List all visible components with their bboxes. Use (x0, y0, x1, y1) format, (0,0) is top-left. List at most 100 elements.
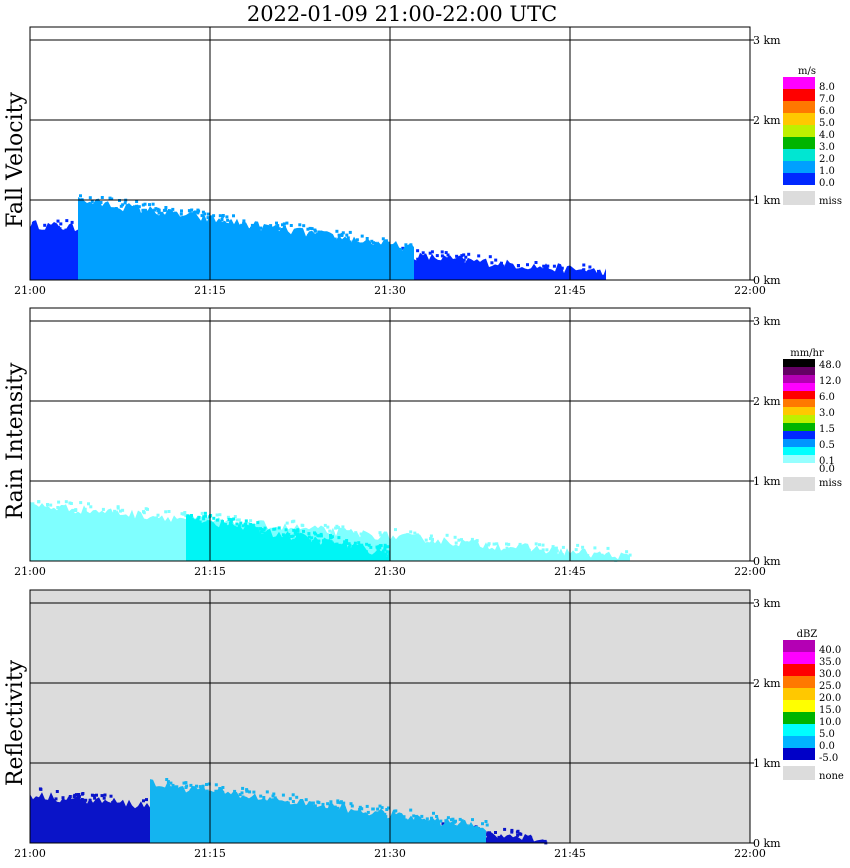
fall-velocity-echo-speckle (390, 246, 394, 250)
rain-intensity-echo-speckle (527, 548, 531, 552)
fall-velocity-echo-speckle (328, 238, 332, 242)
fall-velocity-echo-speckle (328, 235, 332, 239)
rain-intensity-x-tick-label: 21:15 (194, 565, 226, 578)
rain-intensity-echo-speckle (409, 530, 413, 534)
rain-intensity-echo-speckle (300, 523, 304, 527)
fall-velocity-colorbar-label: 2.0 (819, 154, 835, 165)
rain-intensity-echo-speckle (57, 500, 61, 504)
reflectivity-echo-speckle (71, 798, 75, 802)
rain-intensity-echo-speckle (101, 507, 105, 511)
rain-intensity-x-tick-label: 21:45 (554, 565, 586, 578)
rain-intensity-echo-speckle (359, 532, 363, 536)
reflectivity-echo-speckle (39, 787, 43, 791)
fall-velocity-echo-speckle (590, 270, 594, 274)
fall-velocity-echo-speckle (355, 238, 359, 242)
reflectivity-echo-speckle (380, 816, 384, 819)
fall-velocity-echo-speckle (207, 212, 210, 216)
fall-velocity-echo-speckle (280, 228, 284, 231)
reflectivity-echo-speckle (37, 798, 41, 802)
reflectivity-echo-speckle (465, 824, 469, 828)
fall-velocity-echo-speckle (542, 264, 546, 268)
reflectivity-echo-speckle (260, 800, 264, 804)
rain-intensity-echo-speckle (221, 520, 224, 524)
rain-intensity-echo-speckle (541, 548, 545, 552)
rain-intensity-echo-speckle (487, 542, 491, 546)
reflectivity-echo-speckle (510, 830, 514, 834)
fall-velocity-colorbar-swatch (783, 125, 815, 137)
reflectivity-echo-speckle (378, 804, 382, 808)
fall-velocity-echo-speckle (194, 210, 197, 214)
reflectivity-echo-speckle (422, 818, 426, 822)
reflectivity-echo-speckle (458, 817, 462, 821)
fall-velocity-echo-speckle (467, 252, 471, 256)
rain-intensity-echo-speckle (447, 543, 451, 547)
reflectivity-echo-speckle (444, 819, 448, 823)
reflectivity-echo-speckle (291, 800, 295, 803)
reflectivity-echo-speckle (259, 794, 263, 798)
fall-velocity-echo-speckle (281, 223, 284, 227)
rain-intensity-colorbar-swatch (783, 415, 815, 423)
fall-velocity-panel-label: Fall Velocity (3, 92, 28, 228)
rain-intensity-echo-speckle (424, 538, 428, 542)
rain-intensity-echo-speckle (406, 534, 410, 538)
fall-velocity-echo-speckle (588, 270, 592, 274)
fall-velocity-echo-speckle (460, 254, 464, 258)
reflectivity-echo-speckle (329, 804, 333, 808)
reflectivity-echo-speckle (207, 782, 211, 786)
fall-velocity-echo-speckle (335, 229, 339, 233)
fall-velocity-echo-speckle (446, 253, 450, 257)
rain-intensity-echo-speckle (319, 534, 323, 538)
fall-velocity-echo-speckle (404, 243, 408, 247)
fall-velocity-echo-speckle (306, 227, 310, 231)
reflectivity-echo-speckle (497, 835, 501, 839)
fall-velocity-echo-speckle (238, 224, 242, 228)
rain-intensity-echo-speckle (89, 505, 93, 509)
reflectivity-echo-speckle (248, 790, 252, 794)
fall-velocity-echo-speckle (340, 232, 344, 236)
rain-intensity-echo-speckle (534, 542, 538, 546)
rain-intensity-echo-speckle (381, 549, 385, 553)
fall-velocity-echo-speckle (430, 260, 434, 264)
fall-velocity-echo-speckle (58, 227, 62, 231)
reflectivity-colorbar-swatch (783, 766, 815, 780)
rain-intensity-echo-speckle (620, 557, 624, 561)
rain-intensity-echo-speckle (316, 534, 320, 538)
rain-intensity-echo-speckle (263, 531, 267, 535)
rain-intensity-echo-speckle (576, 543, 580, 547)
rain-intensity-echo-speckle (324, 542, 328, 545)
reflectivity-echo-speckle (81, 792, 85, 795)
reflectivity-echo-speckle (427, 821, 431, 825)
reflectivity-echo-speckle (503, 827, 507, 831)
reflectivity-echo-speckle (171, 783, 175, 787)
rain-intensity-echo-speckle (507, 542, 511, 546)
rain-intensity-echo-speckle (437, 542, 441, 546)
reflectivity-colorbar-swatch (783, 652, 815, 664)
rain-intensity-echo-speckle (541, 552, 545, 555)
fall-velocity-echo-speckle (114, 207, 118, 210)
fall-velocity-echo-speckle (552, 264, 556, 268)
rain-intensity-echo-speckle (305, 539, 309, 543)
rain-intensity-echo-speckle (56, 506, 60, 509)
reflectivity-echo-speckle (305, 804, 309, 808)
fall-velocity-echo-speckle (276, 225, 280, 229)
fall-velocity-panel: 21:00 21:15 21:30 21:45 22:000 km 1 km 2 km 3 k… (3, 26, 842, 297)
reflectivity-x-tick-label: 21:15 (194, 847, 226, 860)
reflectivity-echo-speckle (325, 808, 329, 812)
reflectivity-echo-speckle (201, 784, 205, 788)
reflectivity-echo-speckle (417, 820, 421, 823)
fall-velocity-y-tick-label: 0 km (753, 274, 781, 287)
reflectivity-echo-speckle (398, 818, 402, 822)
rain-intensity-echo-speckle (241, 529, 244, 533)
rain-intensity-echo-speckle (346, 530, 350, 534)
rain-intensity-echo-speckle (345, 539, 349, 542)
fall-velocity-echo-speckle (534, 261, 538, 264)
fall-velocity-echo-speckle (141, 208, 145, 212)
fall-velocity-echo-speckle (588, 265, 592, 269)
rain-intensity-echo-speckle (310, 536, 314, 540)
reflectivity-echo-speckle (387, 806, 390, 810)
rain-intensity-echo-speckle (343, 540, 347, 544)
reflectivity-colorbar-label: 30.0 (819, 669, 841, 680)
fall-velocity-echo-speckle (254, 222, 257, 226)
fall-velocity-echo-speckle (192, 219, 196, 223)
fall-velocity-echo-speckle (313, 229, 317, 233)
